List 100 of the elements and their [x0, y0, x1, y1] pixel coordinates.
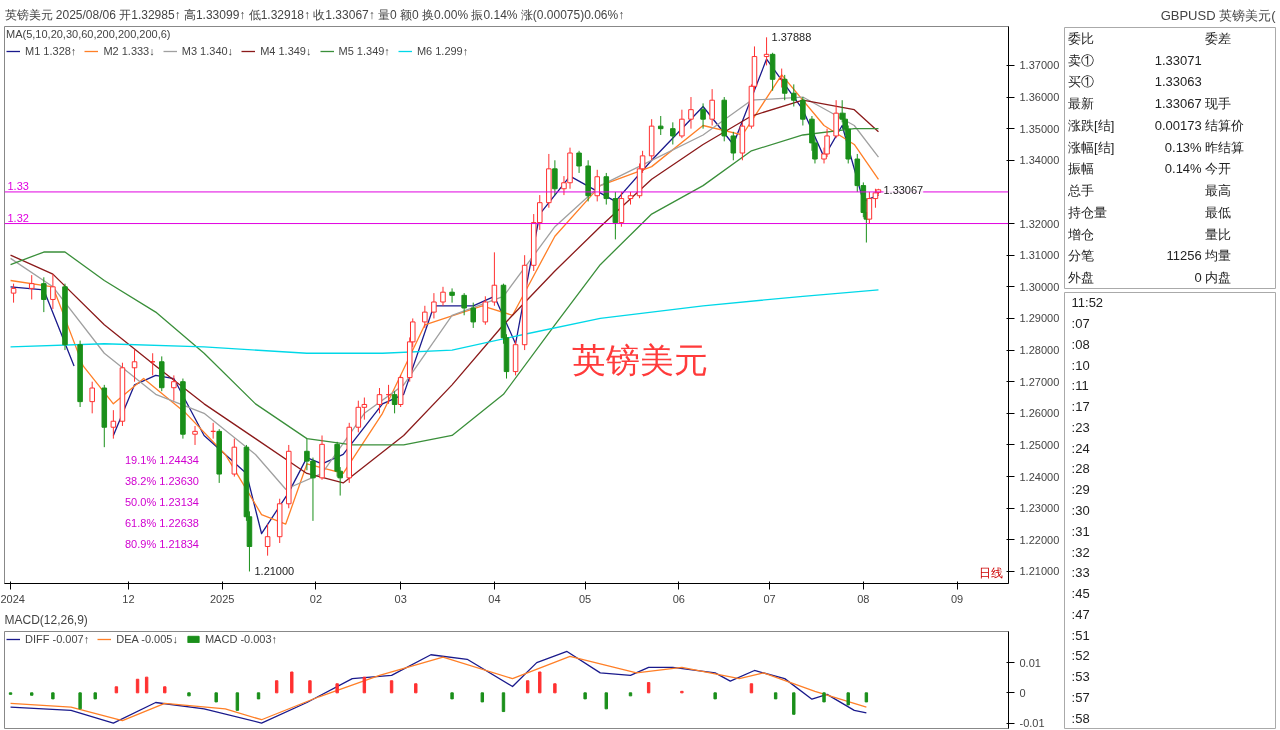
candlestick — [657, 115, 664, 136]
text: 委比 — [1068, 30, 1095, 46]
bar — [78, 692, 82, 710]
y-tick-label: 0.01 — [1019, 656, 1041, 669]
text: :51 — [1071, 627, 1090, 643]
bar — [538, 671, 542, 694]
text: 外盘 — [1068, 270, 1095, 286]
y-tick-label: -0.01 — [1019, 717, 1045, 730]
legend-label: M1 1.328↑ — [25, 45, 77, 57]
y-tick-label: 1.21000 — [1019, 565, 1060, 578]
annotation: 日线 — [978, 565, 1003, 580]
y-tick-label: 1.36000 — [1019, 91, 1060, 104]
text: :31 — [1071, 523, 1090, 539]
x-tick-label: 2025 — [210, 592, 235, 605]
text: :57 — [1071, 689, 1090, 705]
bar — [749, 683, 754, 694]
text: :58 — [1071, 710, 1090, 726]
ref-line-label: 1.32 — [7, 211, 29, 224]
candlestick — [800, 96, 806, 126]
y-tick-label: 1.29000 — [1019, 312, 1060, 325]
annotation: 61.8% 1.22638 — [124, 516, 199, 529]
annotation: 19.1% 1.24434 — [124, 453, 199, 466]
candlestick — [603, 172, 610, 206]
text: 0.14% — [1164, 161, 1203, 177]
text: 振幅 — [1068, 161, 1095, 177]
text: :24 — [1071, 440, 1090, 456]
legend-title: MA(5,10,20,30,60,200,200,200,6) — [6, 28, 172, 40]
annotation: 38.2% 1.23630 — [124, 474, 199, 487]
y-tick-label: 1.34000 — [1019, 154, 1060, 167]
candlestick — [131, 349, 138, 383]
candlestick — [709, 88, 715, 126]
bar — [864, 692, 869, 703]
bar — [114, 686, 119, 694]
legend-label: M2 1.333↓ — [103, 45, 155, 57]
text: 总手 — [1067, 183, 1095, 199]
text: 均量 — [1204, 248, 1232, 264]
x-tick-label: 05 — [579, 592, 592, 605]
x-tick-label: 2024 — [0, 592, 25, 605]
text: 1.33067 — [1154, 96, 1202, 112]
y-tick-label: 1.32000 — [1019, 217, 1060, 230]
annotation: 英镑美元 — [571, 340, 708, 379]
candlestick — [10, 283, 17, 304]
bar — [93, 692, 97, 700]
bar — [144, 676, 149, 694]
text: :11 — [1071, 378, 1089, 394]
y-tick-label: 1.26000 — [1019, 407, 1060, 420]
candlestick — [781, 74, 788, 101]
candlestick — [89, 381, 95, 414]
bar — [525, 680, 530, 694]
text: :29 — [1071, 482, 1090, 498]
annotation: 80.9% 1.21834 — [124, 537, 199, 550]
bar — [846, 692, 850, 706]
text: 0 — [1194, 270, 1202, 286]
text: :33 — [1071, 565, 1090, 581]
y-tick-label: 1.27000 — [1019, 375, 1060, 388]
text: 涨幅[结] — [1068, 139, 1115, 155]
text: 买① — [1068, 74, 1095, 90]
candlestick — [791, 83, 797, 108]
candlestick — [431, 292, 437, 319]
text: 涨跌[结] — [1068, 117, 1115, 133]
bar — [792, 692, 796, 715]
candlestick — [376, 387, 383, 414]
text: 持仓量 — [1068, 204, 1108, 220]
y-tick-label: 0 — [1019, 686, 1026, 699]
bar — [362, 676, 367, 694]
candlestick — [264, 523, 271, 557]
candlestick — [41, 276, 47, 313]
chart-title: MACD(12,26,9) — [4, 612, 88, 627]
text: 11:52 — [1071, 295, 1104, 311]
annotation: 50.0% 1.23134 — [124, 495, 199, 508]
text: :07 — [1071, 316, 1090, 332]
legend-label: DIFF -0.007↑ — [25, 633, 90, 645]
text: :53 — [1071, 669, 1090, 685]
bar — [308, 680, 312, 694]
text: 1.33063 — [1154, 74, 1202, 90]
candlestick — [688, 96, 694, 130]
candlestick — [594, 169, 600, 202]
candlestick — [552, 159, 558, 196]
candlestick — [110, 409, 117, 440]
text: 1.33071 — [1154, 52, 1202, 68]
text: 内盘 — [1205, 270, 1232, 286]
y-tick-label: 1.35000 — [1019, 122, 1060, 135]
text: 增仓 — [1067, 226, 1095, 242]
candlestick — [679, 109, 685, 139]
x-tick-label: 08 — [857, 592, 870, 605]
text: 最新 — [1068, 96, 1095, 112]
text: 结算价 — [1205, 117, 1245, 133]
text: :23 — [1071, 419, 1090, 435]
candlestick — [576, 150, 582, 174]
candlestick — [470, 302, 476, 329]
legend-label: DEA -0.005↓ — [116, 633, 178, 645]
annotation: 1.33067 — [883, 183, 924, 196]
text: :17 — [1071, 399, 1090, 415]
text: 分笔 — [1068, 248, 1095, 264]
ref-line-label: 1.33 — [7, 179, 29, 192]
bar — [335, 683, 339, 694]
x-tick-label: 04 — [488, 592, 501, 605]
candlestick — [440, 286, 446, 307]
candlestick — [482, 295, 489, 326]
bar — [822, 692, 826, 703]
